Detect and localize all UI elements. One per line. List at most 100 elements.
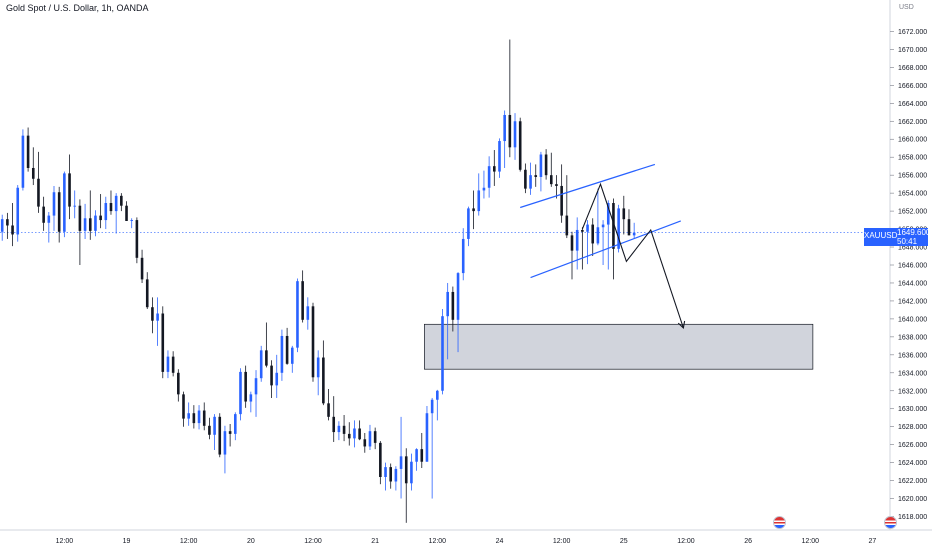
candle-body xyxy=(6,219,9,226)
candle-body xyxy=(259,350,263,379)
candle-body xyxy=(404,456,408,484)
candle-body xyxy=(461,238,465,274)
candle-body xyxy=(218,416,222,455)
candle-body xyxy=(68,173,71,207)
candle-body xyxy=(94,215,97,231)
candle-body xyxy=(254,378,258,395)
candle-body xyxy=(99,215,102,221)
candle-body xyxy=(441,316,444,391)
candle-body xyxy=(482,187,486,191)
candle-body xyxy=(544,154,548,176)
time-tick-label: 20 xyxy=(247,538,255,545)
candle-body xyxy=(508,114,512,148)
candle-body xyxy=(384,467,387,477)
time-tick-label: 12:00 xyxy=(429,538,447,545)
candle-body xyxy=(156,313,159,321)
candle-body xyxy=(524,169,527,189)
candle-body xyxy=(37,178,40,207)
price-tick-label: 1638.000 xyxy=(898,334,927,341)
candle-body xyxy=(617,208,620,249)
time-tick-label: 12:00 xyxy=(56,538,74,545)
demand-zone-rect[interactable] xyxy=(424,323,814,370)
candle-body xyxy=(342,425,346,434)
us-flag-icon-right[interactable] xyxy=(884,516,897,529)
candle-body xyxy=(78,205,82,231)
candle-body xyxy=(591,224,595,244)
price-tag-price: 1649.600 xyxy=(897,228,931,237)
price-tick-label: 1656.000 xyxy=(898,173,927,180)
zone-layer xyxy=(424,323,814,370)
candle-body xyxy=(498,141,501,172)
candle-body xyxy=(125,205,128,221)
candle-body xyxy=(415,449,418,462)
price-tick-label: 1658.000 xyxy=(898,155,927,162)
price-axis[interactable]: 1618.000 1620.000 1622.000 1624.000 1626.000… xyxy=(890,29,927,521)
candle-body xyxy=(57,192,61,232)
time-tick-label: 12:00 xyxy=(553,538,571,545)
projection-path[interactable] xyxy=(581,182,684,329)
price-tag-countdown: 50:41 xyxy=(897,237,918,246)
channel-upper-line[interactable] xyxy=(520,163,656,209)
candle-body xyxy=(47,215,51,223)
candle-body xyxy=(570,235,574,251)
price-tick-label: 1642.000 xyxy=(898,298,927,305)
candle-body xyxy=(513,121,517,148)
candle-body xyxy=(208,425,211,435)
candle-body xyxy=(555,184,558,186)
candle-body xyxy=(109,203,113,212)
us-flag-icon[interactable] xyxy=(773,516,786,529)
price-tick-label: 1668.000 xyxy=(898,65,927,72)
candle-body xyxy=(21,135,25,188)
candle-body xyxy=(151,307,154,321)
price-tick-label: 1648.000 xyxy=(898,245,927,252)
candle-body xyxy=(135,220,139,258)
time-axis[interactable]: 12:00 19 12:00 20 12:00 21 12:00 24 12:00 25 12:00… xyxy=(56,538,877,545)
candle-body xyxy=(394,468,398,482)
candle-body xyxy=(420,449,424,462)
time-tick-label: 25 xyxy=(620,538,628,545)
candle-body xyxy=(327,403,330,417)
time-tick-label: 21 xyxy=(371,538,379,545)
drawing-layer xyxy=(520,163,686,329)
candle-body xyxy=(182,394,185,419)
price-tick-label: 1622.000 xyxy=(898,478,927,485)
candle-body xyxy=(63,173,66,232)
candle-body xyxy=(467,208,470,239)
candle-body xyxy=(301,281,304,320)
channel-lower-line[interactable] xyxy=(530,220,681,279)
candle-body xyxy=(145,279,149,308)
candle-body xyxy=(332,416,336,433)
price-tick-label: 1662.000 xyxy=(898,119,927,126)
candle-body xyxy=(228,431,232,434)
candle-body xyxy=(52,192,56,216)
candle-body xyxy=(353,428,356,439)
price-tick-label: 1636.000 xyxy=(898,352,927,359)
price-tick-label: 1620.000 xyxy=(898,496,927,503)
candle-body xyxy=(31,167,35,179)
candle-body xyxy=(202,410,206,426)
candle-body xyxy=(187,413,190,419)
candle-body xyxy=(518,121,522,170)
candle-body xyxy=(337,425,341,433)
candle-body xyxy=(0,219,4,232)
candle-body xyxy=(166,356,170,372)
candle-body xyxy=(322,357,325,404)
time-tick-label: 24 xyxy=(496,538,504,545)
candle-body xyxy=(306,306,310,320)
candle-body xyxy=(539,154,543,177)
candle-body xyxy=(487,166,491,188)
candle-body xyxy=(249,394,253,402)
candle-body xyxy=(601,224,605,228)
candle-body xyxy=(596,227,600,244)
price-tick-label: 1634.000 xyxy=(898,370,927,377)
price-tick-label: 1670.000 xyxy=(898,47,927,54)
candle-body xyxy=(581,229,584,232)
candle-body xyxy=(285,335,289,364)
candle-body xyxy=(42,206,45,223)
candle-body xyxy=(244,371,247,402)
candle-body xyxy=(130,220,133,221)
price-tick-label: 1654.000 xyxy=(898,191,927,198)
candle-body xyxy=(311,306,315,378)
